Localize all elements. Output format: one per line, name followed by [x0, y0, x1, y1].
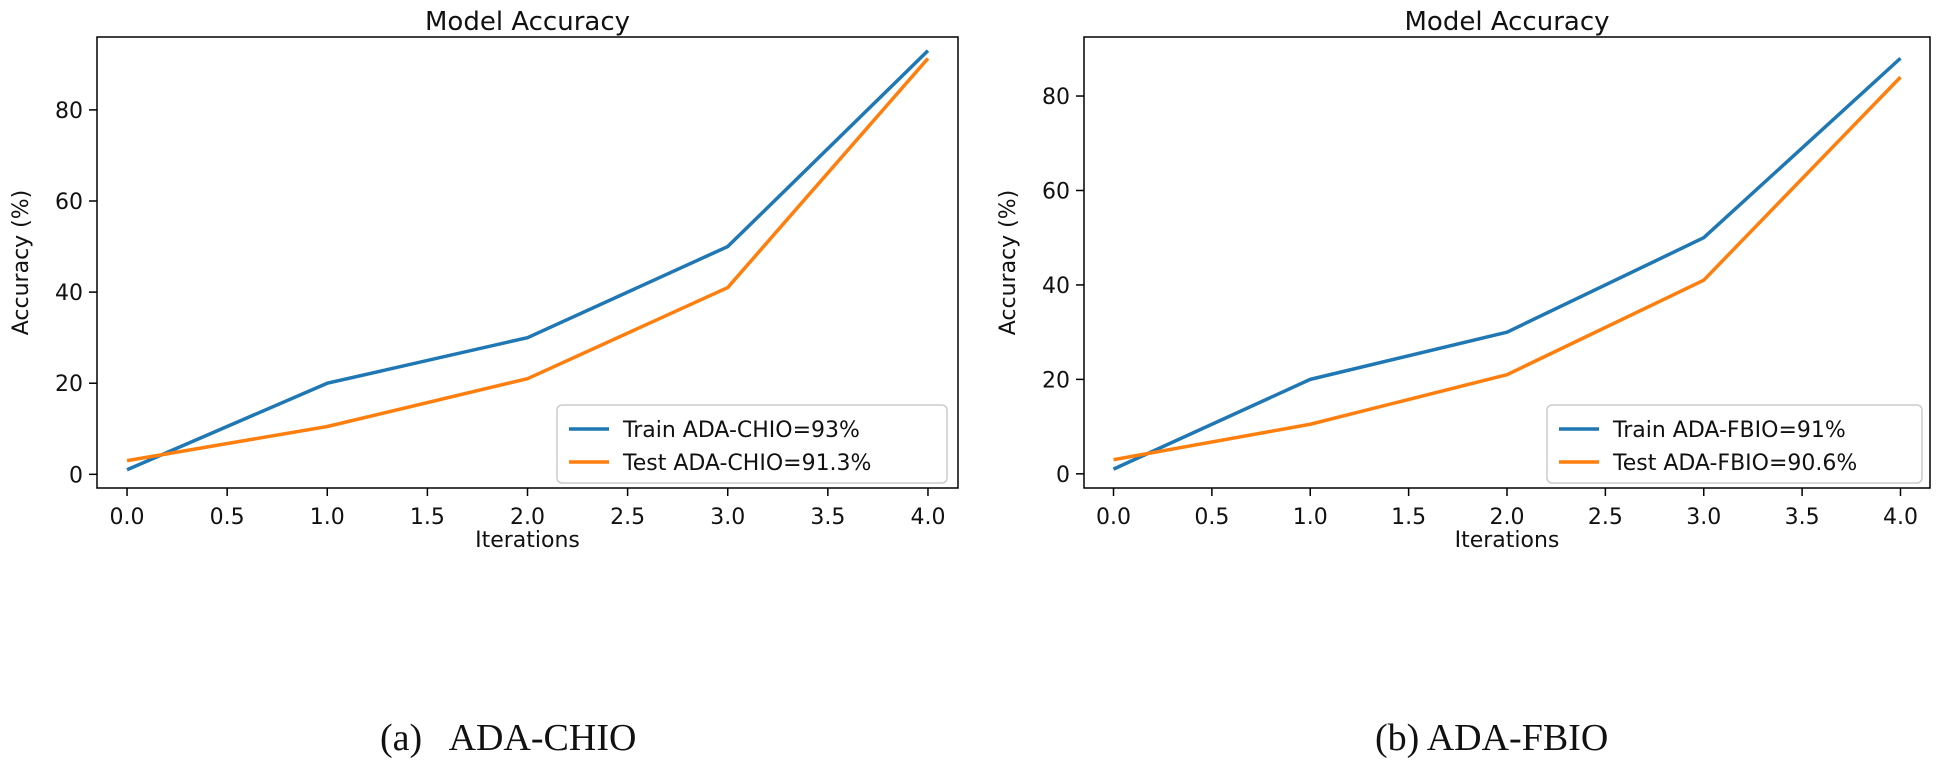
y-tick-label: 40 [1042, 274, 1070, 299]
y-tick-label: 20 [1042, 368, 1070, 393]
series-line-train [1112, 56, 1902, 471]
x-tick-label: 2.0 [510, 505, 545, 530]
y-tick-label: 80 [55, 99, 83, 124]
series-line-train [126, 49, 930, 472]
chart-ada-chio: Model Accuracy 0.0 0.5 1.0 1.5 2.0 2.5 3.0 3.5 4.… [9, 7, 959, 553]
legend-label-train: Train ADA-FBIO=91% [1612, 418, 1846, 443]
x-tick-label: 3.0 [1686, 505, 1721, 530]
chart-title: Model Accuracy [425, 7, 630, 37]
y-tick-label: 60 [55, 190, 83, 215]
x-tick-label: 4.0 [910, 505, 945, 530]
x-tick-label: 1.5 [410, 505, 445, 530]
legend-label-train: Train ADA-CHIO=93% [622, 418, 860, 443]
x-tick-label: 2.5 [1588, 505, 1623, 530]
y-axis-label: Accuracy (%) [9, 190, 34, 336]
legend-label-test: Test ADA-CHIO=91.3% [622, 451, 871, 476]
y-tick-label: 60 [1042, 179, 1070, 204]
x-tick-label: 2.5 [610, 505, 645, 530]
y-tick-label: 0 [69, 463, 83, 488]
x-axis-label: Iterations [1455, 528, 1560, 553]
y-tick-label: 80 [1042, 85, 1070, 110]
x-tick-label: 3.0 [710, 505, 745, 530]
x-tick-label: 0.5 [1194, 505, 1229, 530]
y-tick-label: 40 [55, 281, 83, 306]
x-tick-label: 0.0 [1096, 505, 1131, 530]
y-tick-label: 20 [55, 372, 83, 397]
legend-label-test: Test ADA-FBIO=90.6% [1612, 451, 1857, 476]
x-tick-label: 4.0 [1883, 505, 1918, 530]
caption-ada-chio: (a) ADA-CHIO [380, 717, 637, 759]
x-axis-label: Iterations [475, 528, 580, 553]
series-line-test [1113, 75, 1902, 462]
x-tick-label: 1.0 [1293, 505, 1328, 530]
chart-ada-fbio: Model Accuracy 0.0 0.5 1.0 1.5 2.0 2.5 3.0 3.5 4.… [996, 7, 1931, 553]
x-tick-label: 3.5 [1785, 505, 1820, 530]
x-tick-label: 0.5 [210, 505, 245, 530]
legend-box [1546, 404, 1923, 484]
x-tick-label: 1.5 [1391, 505, 1426, 530]
x-tick-label: 0.0 [110, 505, 145, 530]
x-tick-label: 3.5 [810, 505, 845, 530]
x-tick-label: 1.0 [310, 505, 345, 530]
legend-box [556, 404, 948, 484]
series-line-test [126, 57, 930, 463]
chart-title: Model Accuracy [1404, 7, 1609, 37]
x-tick-label: 2.0 [1490, 505, 1525, 530]
y-tick-label: 0 [1056, 463, 1070, 488]
y-axis-label: Accuracy (%) [996, 190, 1021, 336]
caption-ada-fbio: (b) ADA-FBIO [1375, 717, 1609, 759]
